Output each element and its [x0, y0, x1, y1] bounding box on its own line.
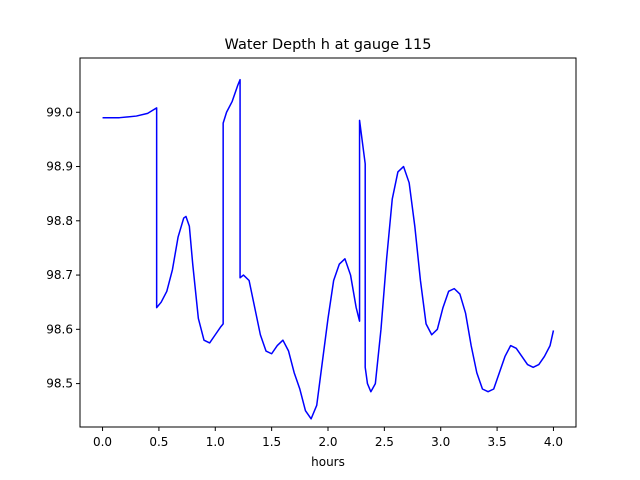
series-line-0 — [102, 78, 555, 420]
y-tick-label: 98.7 — [46, 268, 73, 282]
x-tick-label: 3.0 — [431, 435, 450, 449]
x-tick-label: 4.0 — [544, 435, 563, 449]
chart-title: Water Depth h at gauge 115 — [225, 37, 432, 53]
x-tick-label: 2.5 — [375, 435, 394, 449]
x-axis: 0.0 0.5 1.0 1.5 2.0 2.5 3.0 3.5 4.0 — [93, 427, 563, 449]
plot-area — [102, 78, 555, 420]
x-tick-label: 1.0 — [206, 435, 225, 449]
x-tick-label: 1.5 — [262, 435, 281, 449]
x-tick-label: 0.5 — [149, 435, 168, 449]
x-axis-label: hours — [311, 455, 345, 469]
x-tick-label: 3.5 — [488, 435, 507, 449]
x-tick-label: 2.0 — [318, 435, 337, 449]
y-tick-label: 98.8 — [46, 214, 73, 228]
y-tick-label: 99.0 — [46, 105, 73, 119]
x-tick-label: 0.0 — [93, 435, 112, 449]
y-tick-label: 98.5 — [46, 377, 73, 391]
y-tick-label: 98.6 — [46, 322, 73, 336]
y-tick-label: 98.9 — [46, 160, 73, 174]
y-axis: 98.5 98.6 98.7 98.8 98.9 99.0 — [46, 105, 80, 391]
